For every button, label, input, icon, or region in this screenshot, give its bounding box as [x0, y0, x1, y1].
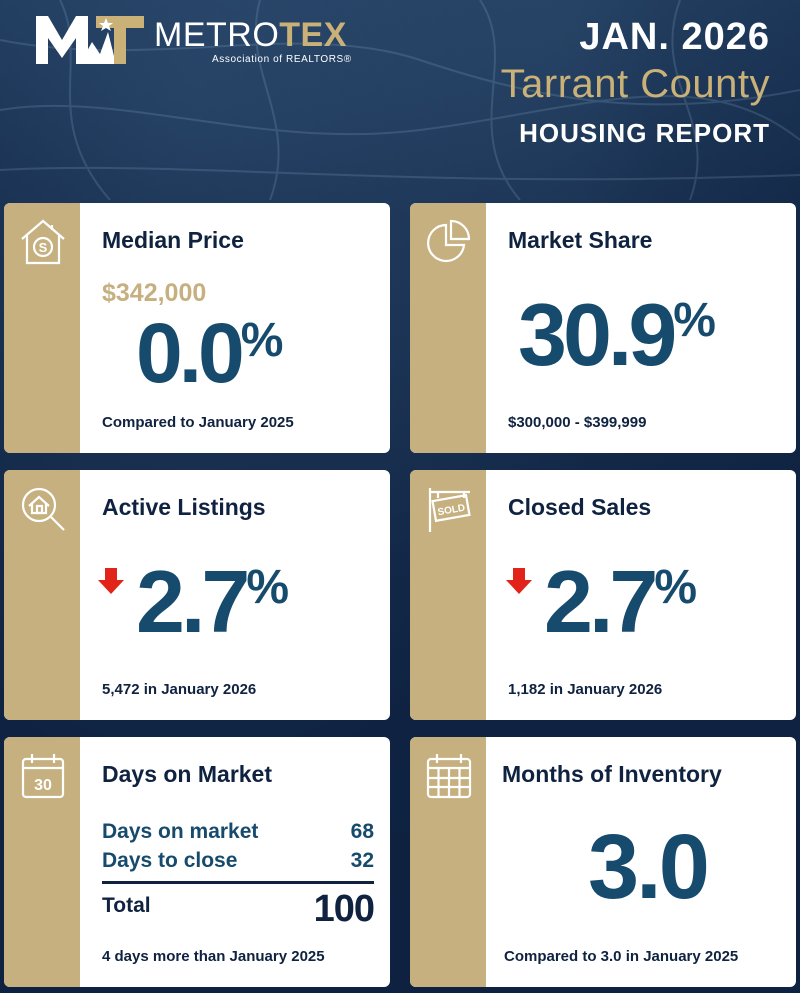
house-search-icon: [21, 487, 65, 531]
median-price-value: $342,000: [102, 279, 207, 307]
report-county: Tarrant County: [500, 62, 770, 106]
total-label: Total: [102, 894, 151, 917]
card-footnote: 1,182 in January 2026: [508, 681, 663, 698]
market-share-card[interactable]: Market Share 30.9% $300,000 - $399,999: [410, 203, 796, 453]
report-month: JAN. 2026: [579, 16, 770, 58]
median-price-card[interactable]: S Median Price $342,000 0.0% Compared to…: [4, 203, 390, 453]
pie-chart-icon: [427, 219, 471, 263]
logo-subtitle: Association of REALTORS®: [212, 54, 352, 65]
card-title: Active Listings: [102, 494, 266, 520]
card-footnote: $300,000 - $399,999: [508, 414, 647, 431]
table-row: Days to close 32: [102, 846, 374, 875]
days-table: Days on market 68 Days to close 32 Total…: [102, 817, 375, 931]
big-number: 30.9: [518, 285, 677, 384]
arrow-down-icon: [506, 568, 532, 594]
median-price-change: 0.0%: [136, 311, 283, 395]
row-label: Days on market: [102, 820, 259, 843]
svg-text:S: S: [39, 240, 48, 255]
percent-sign: %: [654, 561, 698, 614]
total-row: Total 100: [102, 888, 375, 931]
logo-wordmark: METROTEX: [154, 18, 347, 52]
card-footnote: 4 days more than January 2025: [102, 948, 325, 965]
aerial-map-background: [0, 0, 800, 200]
card-title: Closed Sales: [508, 494, 652, 520]
card-footnote: Compared to 3.0 in January 2025: [504, 948, 739, 965]
total-value: 100: [313, 888, 375, 930]
closed-sales-card[interactable]: SOLD Closed Sales 2.7% 1,182 in January …: [410, 470, 796, 720]
active-listings-change: 2.7%: [136, 558, 289, 646]
divider: [102, 881, 374, 884]
months-inventory-card[interactable]: Months of Inventory 3.0 Compared to 3.0 …: [410, 737, 796, 987]
calendar-grid-icon: [426, 754, 472, 799]
market-share-value: 30.9%: [518, 291, 716, 379]
days-on-market-card[interactable]: 30 Days on Market Days on market 68 Days…: [4, 737, 390, 987]
row-label: Days to close: [102, 849, 238, 872]
closed-sales-change: 2.7%: [544, 558, 697, 646]
card-title: Market Share: [508, 227, 653, 253]
card-title: Months of Inventory: [502, 761, 722, 787]
percent-sign: %: [246, 561, 290, 614]
house-dollar-icon: S: [21, 219, 65, 265]
table-row: Days on market 68: [102, 817, 374, 846]
sold-sign-icon: SOLD: [428, 488, 471, 532]
card-title: Days on Market: [102, 761, 273, 787]
metrotex-logo[interactable]: METROTEX Association of REALTORS®: [36, 12, 376, 72]
card-side-band: [4, 203, 80, 453]
metrotex-logo-mark: [36, 16, 144, 64]
row-value: 68: [350, 820, 374, 843]
card-side-band: [4, 737, 80, 987]
percent-sign: %: [673, 294, 716, 347]
logo-tex: TEX: [279, 16, 347, 54]
active-listings-card[interactable]: Active Listings 2.7% 5,472 in January 20…: [4, 470, 390, 720]
calendar-30-icon: 30: [21, 754, 65, 799]
card-footnote: Compared to January 2025: [102, 414, 294, 431]
big-number: 2.7: [544, 552, 658, 651]
logo-metro: METRO: [154, 16, 280, 54]
big-number: 0.0: [136, 306, 245, 400]
big-number: 2.7: [136, 552, 250, 651]
svg-text:SOLD: SOLD: [437, 503, 466, 519]
months-inventory-value: 3.0: [588, 816, 710, 918]
percent-sign: %: [240, 314, 284, 367]
card-title: Median Price: [102, 227, 244, 253]
card-footnote: 5,472 in January 2026: [102, 681, 257, 698]
card-side-band: [410, 470, 486, 720]
row-value: 32: [350, 849, 374, 872]
arrow-down-icon: [98, 568, 124, 594]
report-title: HOUSING REPORT: [519, 118, 770, 148]
calendar-day-number: 30: [34, 777, 52, 794]
